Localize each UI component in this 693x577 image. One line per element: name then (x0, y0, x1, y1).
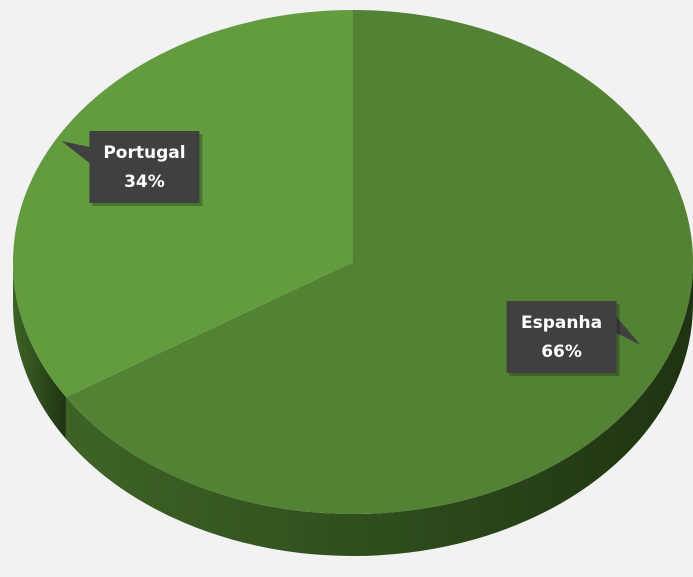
data-label: Espanha 66% (506, 300, 641, 376)
label-category: Espanha (521, 313, 602, 333)
pie-slice (65, 10, 693, 514)
label-category: Portugal (103, 143, 185, 163)
label-box (506, 300, 617, 373)
label-value: 34% (124, 172, 165, 192)
pie-side (65, 262, 693, 557)
label-box (89, 131, 200, 204)
pie-side (13, 262, 66, 440)
data-label: Portugal 34% (61, 131, 203, 207)
label-pointer (61, 141, 90, 164)
pie-slice (12, 10, 353, 398)
label-pointer (616, 316, 641, 345)
label-value: 66% (541, 342, 582, 362)
